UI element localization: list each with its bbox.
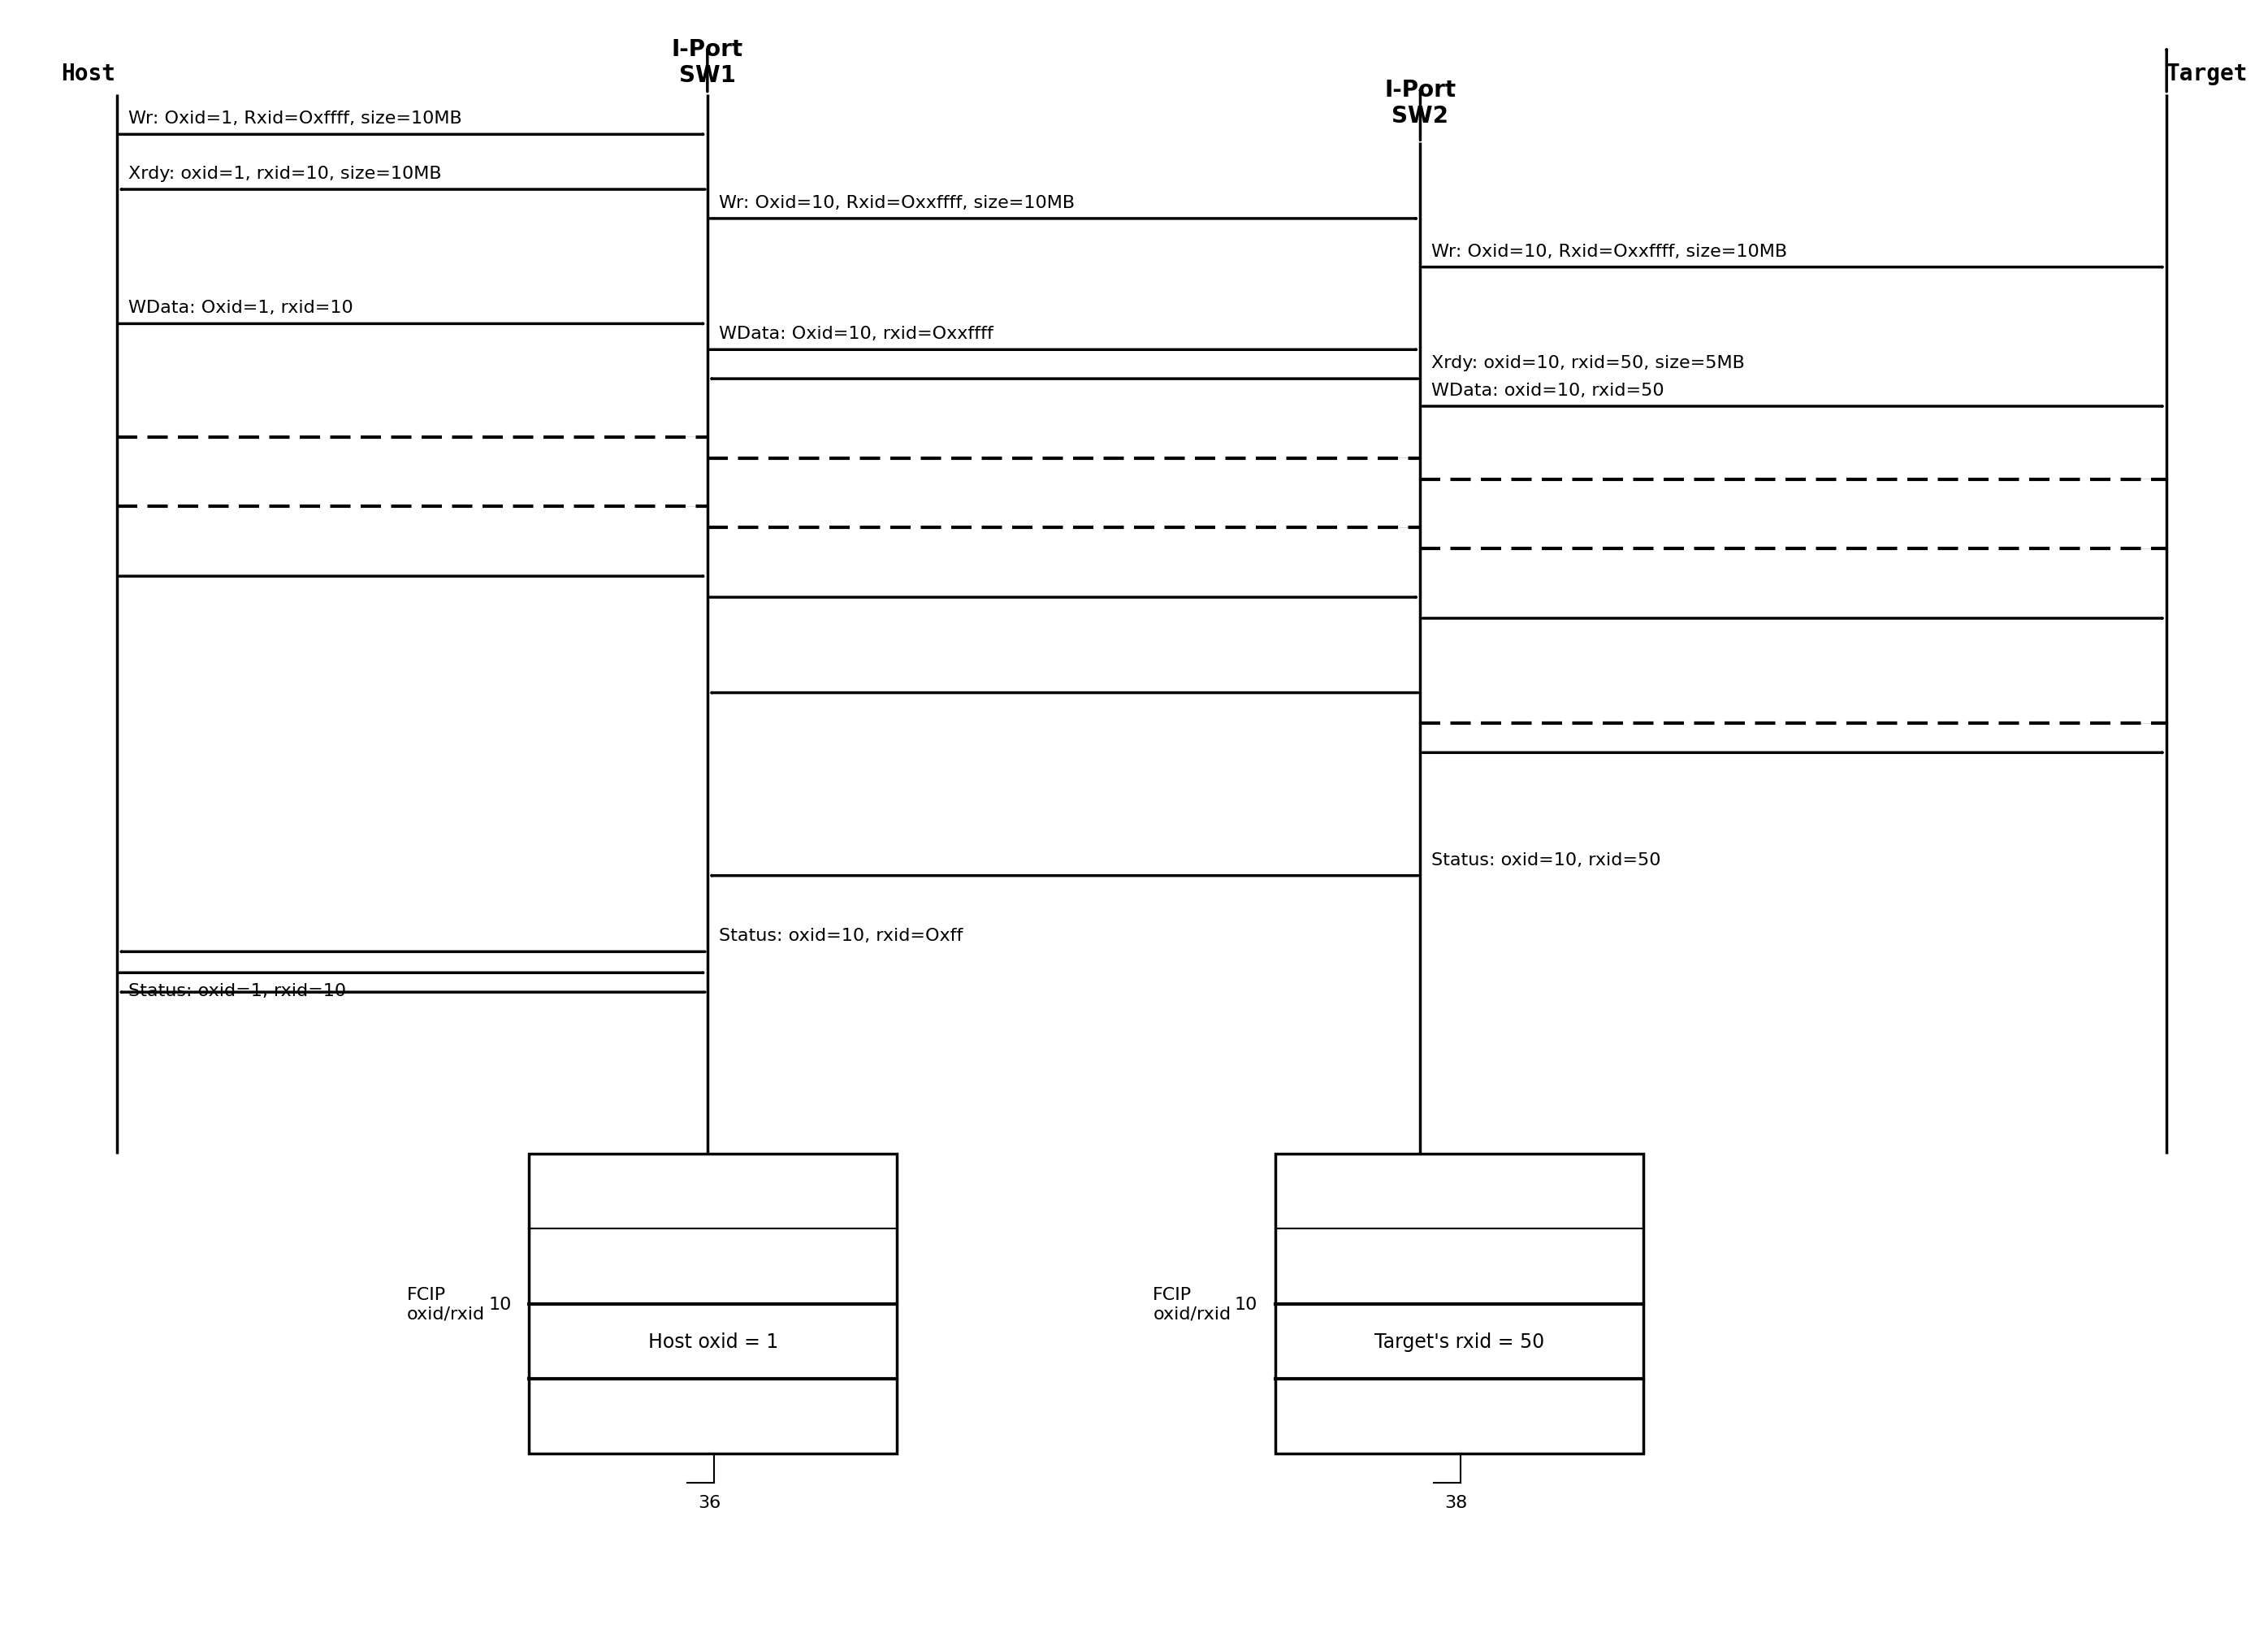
Text: Host oxid = 1: Host oxid = 1: [649, 1331, 778, 1350]
Text: I-Port
SW1: I-Port SW1: [671, 37, 744, 86]
Text: Status: oxid=10, rxid=Oxff: Status: oxid=10, rxid=Oxff: [719, 927, 962, 943]
Bar: [1275, 1155, 1642, 1453]
Text: Xrdy: oxid=1, rxid=10, size=10MB: Xrdy: oxid=1, rxid=10, size=10MB: [129, 166, 442, 182]
Text: Target: Target: [2166, 62, 2248, 85]
Text: FCIP
oxid/rxid: FCIP oxid/rxid: [1152, 1287, 1232, 1321]
Text: Xrdy: oxid=10, rxid=50, size=5MB: Xrdy: oxid=10, rxid=50, size=5MB: [1431, 355, 1744, 371]
Text: 36: 36: [699, 1494, 721, 1510]
Text: 38: 38: [1445, 1494, 1467, 1510]
Text: WData: Oxid=1, rxid=10: WData: Oxid=1, rxid=10: [129, 300, 354, 316]
Text: 10: 10: [1234, 1295, 1259, 1311]
Text: I-Port
SW2: I-Port SW2: [1383, 78, 1456, 127]
Text: Wr: Oxid=10, Rxid=Oxxffff, size=10MB: Wr: Oxid=10, Rxid=Oxxffff, size=10MB: [1431, 243, 1787, 259]
Text: Host: Host: [61, 62, 116, 85]
Bar: [528, 1155, 896, 1453]
Text: Target's rxid = 50: Target's rxid = 50: [1374, 1331, 1545, 1350]
Text: Wr: Oxid=1, Rxid=Oxffff, size=10MB: Wr: Oxid=1, Rxid=Oxffff, size=10MB: [129, 111, 463, 127]
Text: Status: oxid=10, rxid=50: Status: oxid=10, rxid=50: [1431, 852, 1660, 868]
Text: Wr: Oxid=10, Rxid=Oxxffff, size=10MB: Wr: Oxid=10, Rxid=Oxxffff, size=10MB: [719, 195, 1075, 212]
Text: WData: Oxid=10, rxid=Oxxffff: WData: Oxid=10, rxid=Oxxffff: [719, 326, 993, 342]
Text: FCIP
oxid/rxid: FCIP oxid/rxid: [406, 1287, 485, 1321]
Text: Status: oxid=1, rxid=10: Status: oxid=1, rxid=10: [129, 982, 347, 999]
Text: WData: oxid=10, rxid=50: WData: oxid=10, rxid=50: [1431, 383, 1665, 399]
Text: 10: 10: [488, 1295, 510, 1311]
